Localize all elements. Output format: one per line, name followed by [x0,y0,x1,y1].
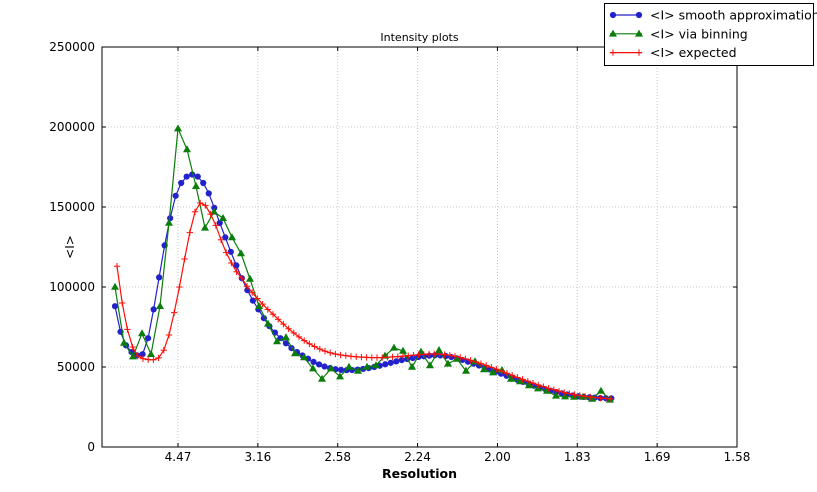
svg-text:250000: 250000 [49,40,95,54]
x-axis-label: Resolution [382,466,457,481]
legend-entry: <I> via binning [609,26,748,41]
series-triangle [111,124,614,403]
svg-text:2.00: 2.00 [484,450,511,464]
svg-text:200000: 200000 [49,120,95,134]
legend: <I> smooth approximation <I> via binning <… [604,3,817,66]
y-tick-labels: 0 50000 100000 150000 200000 250000 [49,40,95,454]
chart-title: Intensity plots [380,31,458,44]
svg-text:2.24: 2.24 [404,450,431,464]
svg-text:0: 0 [87,440,95,454]
svg-text:1.69: 1.69 [644,450,671,464]
svg-text:4.47: 4.47 [165,450,192,464]
legend-label: <I> via binning [650,26,748,41]
svg-text:150000: 150000 [49,200,95,214]
svg-text:1.83: 1.83 [564,450,591,464]
legend-label: <I> expected [650,45,737,60]
y-axis-label: <I> [63,235,77,259]
svg-text:2.58: 2.58 [324,450,351,464]
svg-text:50000: 50000 [57,360,95,374]
svg-text:3.16: 3.16 [245,450,272,464]
svg-text:100000: 100000 [49,280,95,294]
legend-entry: <I> expected [609,45,737,60]
plot-frame [101,46,738,448]
x-tick-labels: 4.47 3.16 2.58 2.24 2.00 1.83 1.69 1.58 [165,450,751,464]
legend-entry: <I> smooth approximation [609,8,817,23]
svg-text:1.58: 1.58 [724,450,751,464]
legend-label: <I> smooth approximation [650,8,817,23]
series-plus [113,199,615,403]
